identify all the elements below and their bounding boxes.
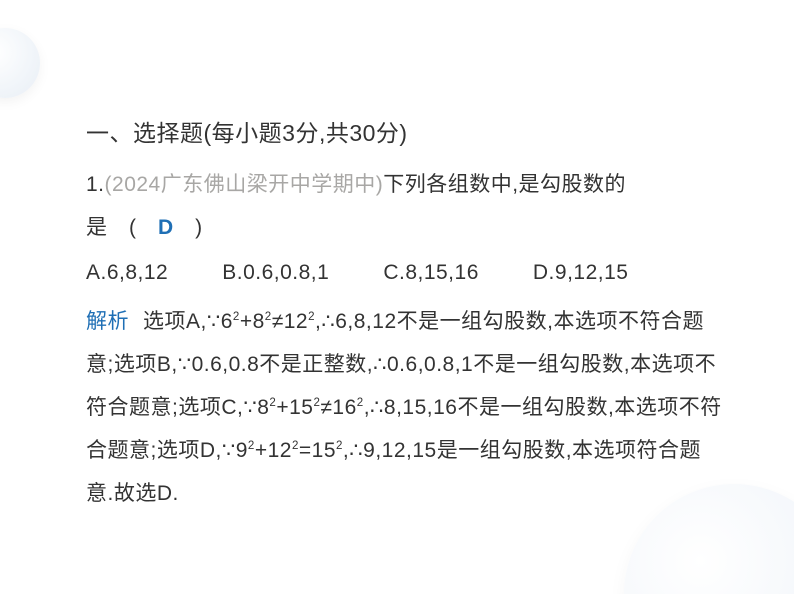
- question-number: 1.: [86, 173, 105, 196]
- explanation-block: 解析选项A,∵62+82≠122,∴6,8,12不是一组勾股数,本选项不符合题意…: [86, 300, 726, 515]
- sup-6: 2: [357, 397, 364, 409]
- exp-s14: 9: [236, 439, 248, 462]
- option-c: C.8,15,16: [383, 251, 479, 294]
- exp-s9: 8: [257, 396, 269, 419]
- because-icon-4: ∵: [222, 438, 236, 462]
- page-content: 一、选择题(每小题3分,共30分) 1.(2024广东佛山梁开中学期中)下列各组…: [86, 110, 726, 516]
- option-a: A.6,8,12: [86, 251, 168, 294]
- exp-s1: 选项A,: [143, 310, 207, 333]
- question-stem-part2: 是: [86, 216, 108, 239]
- option-b-label: B.: [222, 261, 243, 284]
- decorative-circle-top-left: [0, 28, 40, 98]
- sup-1: 2: [233, 311, 240, 323]
- exp-s11: ≠16: [320, 396, 356, 419]
- option-a-text: 6,8,12: [107, 261, 168, 284]
- because-icon-3: ∵: [243, 395, 257, 419]
- option-d-text: 9,12,15: [555, 261, 629, 284]
- sup-8: 2: [292, 440, 299, 452]
- explanation-label: 解析: [86, 310, 129, 333]
- exp-s4: ≠12: [272, 310, 308, 333]
- therefore-icon-2: ∴: [373, 352, 387, 376]
- sup-2: 2: [265, 311, 272, 323]
- options-row: A.6,8,12 B.0.6,0.8,1 C.8,15,16 D.9,12,15: [86, 251, 726, 294]
- sup-3: 2: [308, 311, 315, 323]
- answer-letter: D: [158, 216, 174, 239]
- option-d-label: D.: [533, 261, 555, 284]
- exp-s15: +12: [255, 439, 292, 462]
- paren-close: ): [195, 216, 203, 239]
- question-source: (2024广东佛山梁开中学期中): [105, 173, 384, 196]
- because-icon-2: ∵: [178, 352, 192, 376]
- option-b: B.0.6,0.8,1: [222, 251, 329, 294]
- exp-s2: 6: [221, 310, 233, 333]
- option-d: D.9,12,15: [533, 251, 629, 294]
- because-icon: ∵: [207, 309, 221, 333]
- therefore-icon-4: ∴: [349, 438, 363, 462]
- sup-7: 2: [248, 440, 255, 452]
- section-title: 一、选择题(每小题3分,共30分): [86, 110, 726, 157]
- therefore-icon-1: ∴: [321, 309, 335, 333]
- option-a-label: A.: [86, 261, 107, 284]
- exp-s16: =15: [299, 439, 336, 462]
- sup-9: 2: [336, 440, 343, 452]
- question-answer-line: 是 ( D ): [86, 206, 726, 249]
- exp-s10: +15: [276, 396, 313, 419]
- question-stem: 1.(2024广东佛山梁开中学期中)下列各组数中,是勾股数的: [86, 163, 726, 206]
- question-stem-part1: 下列各组数中,是勾股数的: [383, 173, 626, 196]
- option-b-text: 0.6,0.8,1: [243, 261, 329, 284]
- exp-s7: 0.6,0.8不是正整数,: [192, 353, 374, 376]
- paren-open: (: [129, 216, 137, 239]
- option-c-text: 8,15,16: [405, 261, 479, 284]
- option-c-label: C.: [383, 261, 405, 284]
- exp-s3: +8: [240, 310, 265, 333]
- therefore-icon-3: ∴: [370, 395, 384, 419]
